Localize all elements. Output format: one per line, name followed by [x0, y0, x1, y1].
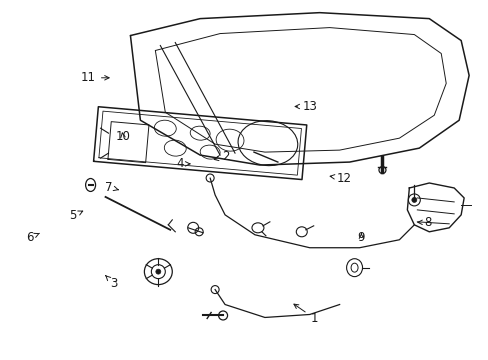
Text: 5: 5 [69, 210, 82, 222]
Text: 9: 9 [357, 231, 365, 244]
Text: 4: 4 [176, 157, 189, 170]
Text: 12: 12 [329, 172, 351, 185]
Text: 11: 11 [81, 71, 109, 84]
Ellipse shape [378, 167, 385, 174]
Text: 1: 1 [293, 304, 317, 325]
Ellipse shape [218, 311, 227, 320]
Text: 7: 7 [105, 181, 118, 194]
Text: 2: 2 [214, 150, 230, 163]
Text: 13: 13 [295, 100, 317, 113]
Text: 8: 8 [417, 216, 431, 229]
Text: 10: 10 [115, 130, 130, 143]
Text: 6: 6 [26, 231, 40, 244]
Ellipse shape [156, 269, 161, 274]
Ellipse shape [411, 197, 416, 202]
Text: 3: 3 [105, 276, 118, 291]
